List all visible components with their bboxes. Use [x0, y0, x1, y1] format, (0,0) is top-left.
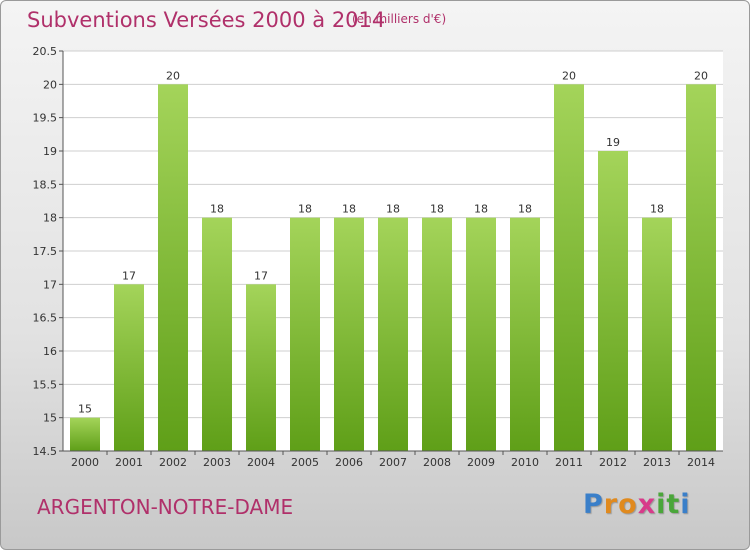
bar	[598, 151, 628, 451]
y-tick-label: 15	[43, 412, 57, 425]
bar	[510, 217, 540, 451]
x-axis: 2000 2001 2002 2003 2004 2005 2006 2007 2008 2009…	[63, 450, 723, 469]
chart-title: Subventions Versées 2000 à 2014	[27, 8, 386, 32]
logo-letter: i	[680, 489, 691, 520]
logo-letter: x	[637, 489, 657, 520]
bar	[642, 217, 672, 451]
value-labels: 15 17 20 18 17 18 18 18 18 18 18 20 19 18 20	[78, 69, 708, 415]
value-label: 18	[430, 203, 444, 216]
y-tick-label: 16	[43, 345, 57, 358]
logo-letter: o	[618, 489, 638, 520]
bars	[70, 84, 716, 451]
town-name: ARGENTON-NOTRE-DAME	[37, 495, 294, 519]
x-tick-label: 2004	[247, 456, 275, 469]
bar	[246, 284, 276, 451]
y-tick-label: 18.5	[33, 178, 58, 191]
x-tick-label: 2008	[423, 456, 451, 469]
value-label: 15	[78, 403, 92, 416]
x-tick-label: 2007	[379, 456, 407, 469]
x-tick-label: 2006	[335, 456, 363, 469]
bar	[334, 217, 364, 451]
y-tick-label: 17.5	[33, 245, 58, 258]
value-label: 18	[518, 203, 532, 216]
bar	[290, 217, 320, 451]
value-label: 20	[562, 69, 576, 82]
x-tick-label: 2000	[71, 456, 99, 469]
proxiti-logo: Proxiti	[583, 489, 691, 520]
x-tick-label: 2003	[203, 456, 231, 469]
x-tick-label: 2005	[291, 456, 319, 469]
x-tick-label: 2011	[555, 456, 583, 469]
value-label: 18	[650, 203, 664, 216]
logo-letter: i	[656, 489, 667, 520]
bar	[466, 217, 496, 451]
x-tick-label: 2013	[643, 456, 671, 469]
bar	[686, 84, 716, 451]
y-axis: 14.5 15 15.5 16 16.5 17 17.5 18 18.5 19 19.5 20 20.5	[33, 45, 64, 458]
bar	[554, 84, 584, 451]
y-tick-label: 20	[43, 78, 57, 91]
value-label: 18	[474, 203, 488, 216]
value-label: 18	[342, 203, 356, 216]
bar	[70, 417, 100, 451]
logo-letter: t	[666, 489, 681, 520]
bar	[158, 84, 188, 451]
x-tick-label: 2014	[687, 456, 715, 469]
y-tick-label: 15.5	[33, 378, 58, 391]
y-tick-label: 16.5	[33, 312, 58, 325]
value-label: 17	[122, 269, 136, 282]
x-tick-label: 2001	[115, 456, 143, 469]
unit-note: (en milliers d'€)	[352, 12, 447, 26]
x-tick-label: 2010	[511, 456, 539, 469]
y-tick-label: 19.5	[33, 112, 58, 125]
value-label: 20	[166, 69, 180, 82]
bar	[422, 217, 452, 451]
value-label: 18	[210, 203, 224, 216]
bar	[114, 284, 144, 451]
value-label: 18	[298, 203, 312, 216]
y-tick-label: 19	[43, 145, 57, 158]
bar	[202, 217, 232, 451]
bar	[378, 217, 408, 451]
logo-letter: P	[583, 489, 604, 520]
x-tick-label: 2002	[159, 456, 187, 469]
logo-letter: r	[603, 489, 619, 520]
value-label: 18	[386, 203, 400, 216]
y-tick-label: 20.5	[33, 45, 58, 58]
y-tick-label: 18	[43, 212, 57, 225]
value-label: 20	[694, 69, 708, 82]
value-label: 17	[254, 269, 268, 282]
y-tick-label: 14.5	[33, 445, 58, 458]
x-tick-label: 2009	[467, 456, 495, 469]
y-tick-label: 17	[43, 278, 57, 291]
x-tick-label: 2012	[599, 456, 627, 469]
value-label: 19	[606, 136, 620, 149]
